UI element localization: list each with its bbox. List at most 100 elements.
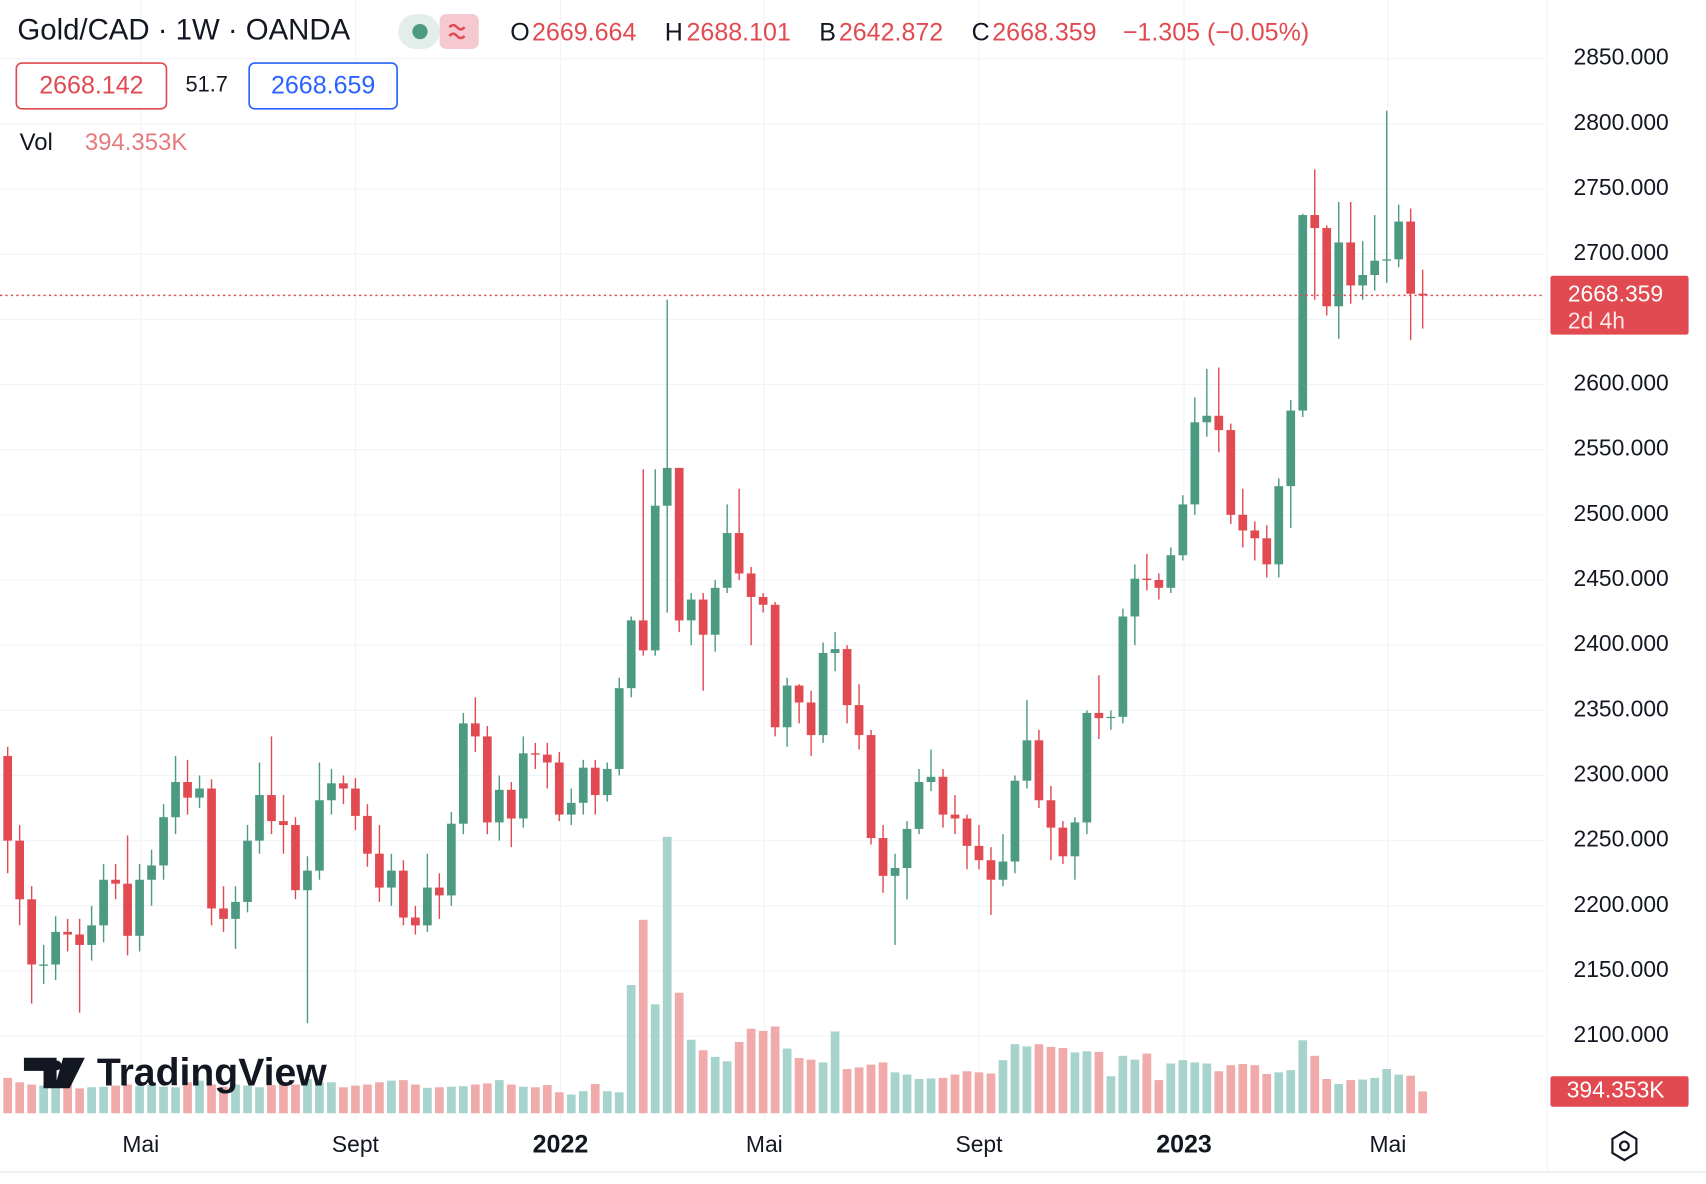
candle-body [986,860,996,880]
candle-body [1370,260,1380,276]
candle-body [63,931,72,935]
volume-bar [614,1092,624,1114]
candle-body [974,845,984,861]
ask-price: 2668.659 [271,72,375,100]
volume-bar [938,1077,948,1114]
candle-body [1142,578,1152,580]
volume-bar [1310,1055,1320,1114]
candle-body [339,783,348,789]
y-tick-label: 2150.000 [1573,956,1668,982]
candle-body [423,887,432,926]
volume-bar [1082,1051,1092,1114]
volume-bar [171,1087,180,1114]
volume-bar [758,1030,768,1114]
volume-bar [231,1084,240,1114]
volume-bar [1262,1074,1272,1114]
volume-bar [123,1084,132,1114]
volume-bar [363,1084,372,1114]
open-value: 2669.664 [532,18,636,46]
volume-bar [1070,1052,1080,1114]
logo-dot [51,1060,62,1071]
volume-bar [1238,1064,1248,1114]
volume-bar [602,1091,612,1114]
candle-body [578,767,588,803]
candle-body [554,762,564,815]
candle-body [1118,616,1128,717]
volume-bar [1190,1062,1200,1114]
volume-bar [674,992,684,1114]
y-tick-label: 2800.000 [1573,109,1668,135]
volume-bar [698,1050,708,1114]
candle-body [830,649,840,653]
volume-bar [1286,1070,1296,1114]
candle-body [482,736,492,823]
candle-body [1070,822,1080,857]
volume-bar [87,1087,96,1114]
candle-body [878,838,888,876]
volume-bar [626,985,636,1114]
y-tick-label: 2550.000 [1573,435,1668,461]
volume-bar [782,1048,792,1114]
volume-bar [1118,1055,1128,1114]
candle-body [710,587,720,635]
candle-body [1286,410,1296,487]
volume-bar [710,1056,720,1114]
volume-bar [1178,1060,1188,1114]
candle-body [602,768,612,796]
candle-body [291,825,300,891]
volume-bar [1370,1077,1380,1114]
high-value: 2688.101 [687,18,791,46]
volume-bar [1334,1083,1344,1114]
volume-bar [1130,1059,1140,1114]
candle-body [1298,215,1308,411]
volume-bar [351,1085,360,1114]
candle-body [542,754,552,763]
candle-body [686,599,696,621]
candle-body [458,723,468,824]
volume-bar [1010,1044,1020,1114]
candle-body [998,861,1008,880]
buy-button[interactable] [248,62,398,110]
volume-bar [950,1074,960,1114]
volume-bar [662,836,672,1114]
candle-body [902,828,912,869]
candle-body [243,840,252,902]
volume-bar [447,1086,456,1114]
toggle-right[interactable] [439,14,479,49]
candle-body [890,868,900,876]
volume-bar [914,1078,924,1114]
volume-bar [27,1084,37,1114]
candle-body [782,685,792,728]
candle-body [1226,430,1236,515]
candle-body [267,795,276,822]
sell-button[interactable] [15,62,168,110]
candle-body [375,853,384,888]
candle-body [447,823,456,896]
candle-body [171,782,180,818]
candle-body [1262,538,1272,565]
candle-body [255,795,264,841]
low-label: B [819,18,836,46]
volume-bar [1058,1048,1068,1114]
x-tick-label: Mai [746,1131,783,1157]
x-tick-label: 2023 [1156,1131,1212,1159]
volume-bar [1214,1071,1224,1114]
close-label: C [972,18,990,46]
candle-body [99,879,108,926]
candle-body [219,908,228,919]
candle-body [147,865,156,880]
volume-bar [291,1084,300,1114]
candle-body [818,652,828,736]
volume-bar [638,919,648,1114]
candle-body [1034,740,1044,801]
candle-body [590,767,600,796]
y-tick-label: 2400.000 [1573,630,1668,656]
volume-bar [387,1080,396,1114]
x-tick-label: Sept [332,1131,380,1157]
settings-icon[interactable] [1611,1130,1638,1162]
candle-body [315,800,324,871]
candle-body [1382,259,1392,261]
candle-body [1202,415,1212,423]
candle-body [327,783,336,801]
